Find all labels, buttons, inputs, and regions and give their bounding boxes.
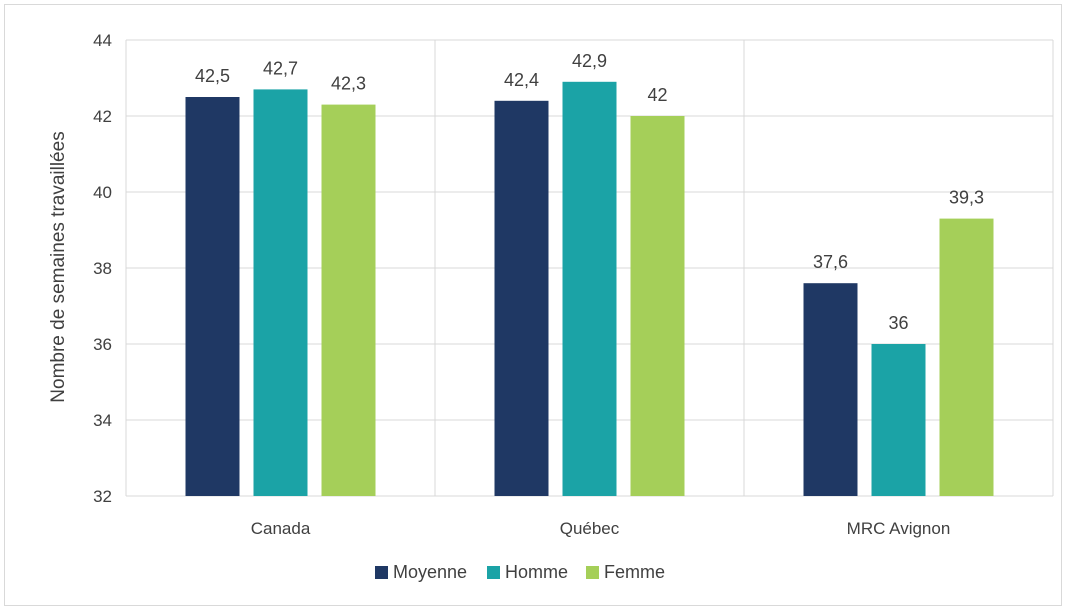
bar-homme	[871, 344, 926, 496]
legend: Moyenne Homme Femme	[375, 562, 665, 582]
bar-femme	[321, 104, 376, 496]
legend-label: Femme	[604, 562, 665, 582]
x-tick-labels: Canada Québec MRC Avignon	[251, 519, 951, 538]
bar-homme	[562, 81, 617, 497]
x-tick-label: Québec	[560, 519, 620, 538]
x-tick-label: MRC Avignon	[847, 519, 951, 538]
legend-swatch	[487, 566, 500, 579]
data-label: 42,4	[504, 70, 539, 90]
legend-swatch	[375, 566, 388, 579]
legend-label: Homme	[505, 562, 568, 582]
bars	[185, 81, 994, 497]
bar-moyenne	[494, 100, 549, 497]
data-label: 42,5	[195, 66, 230, 86]
data-label: 39,3	[949, 188, 984, 208]
bar-femme	[939, 218, 994, 496]
y-tick-label: 32	[93, 487, 112, 506]
data-label: 42,9	[572, 51, 607, 71]
bar-femme	[630, 116, 685, 496]
y-tick-label: 44	[93, 31, 112, 50]
y-tick-label: 38	[93, 259, 112, 278]
data-label: 42,3	[331, 74, 366, 94]
y-axis-label: Nombre de semaines travaillées	[48, 131, 69, 402]
data-label: 37,6	[813, 252, 848, 272]
y-tick-label: 34	[93, 411, 112, 430]
x-tick-label: Canada	[251, 519, 311, 538]
data-label: 36	[888, 313, 908, 333]
legend-label: Moyenne	[393, 562, 467, 582]
y-tick-label: 40	[93, 183, 112, 202]
bar-homme	[253, 89, 308, 497]
y-tick-label: 36	[93, 335, 112, 354]
y-tick-label: 42	[93, 107, 112, 126]
bar-moyenne	[185, 97, 240, 496]
data-label: 42	[647, 85, 667, 105]
data-label: 42,7	[263, 58, 298, 78]
legend-swatch	[586, 566, 599, 579]
bar-moyenne	[803, 283, 858, 496]
y-tick-labels: 32 34 36 38 40 42 44	[93, 31, 112, 506]
data-labels: 42,5 42,7 42,3 42,4 42,9 42 37,6 36 39,3	[195, 51, 984, 333]
